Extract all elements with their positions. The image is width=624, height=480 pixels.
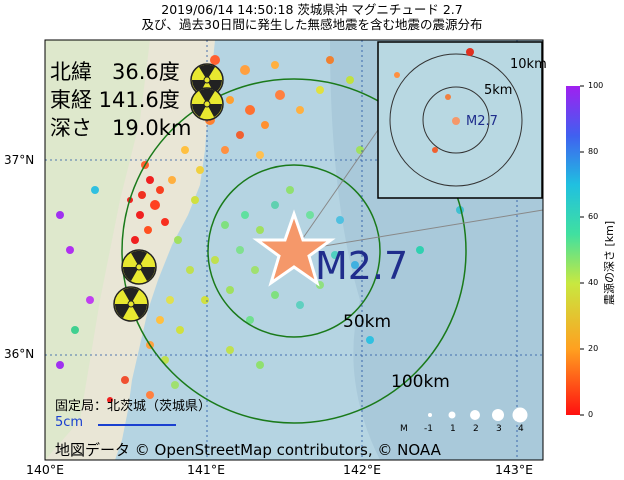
colorbar-tick-40: 40 <box>588 278 599 287</box>
inset-ring-label-5km: 5km <box>484 83 513 98</box>
lat-label-37n: 37°N <box>4 153 35 167</box>
longitude-readout: 東経 141.6度 <box>50 88 180 112</box>
latitude-readout: 北緯 36.6度 <box>50 60 180 84</box>
colorbar-tick-60: 60 <box>588 212 599 221</box>
inset-map <box>377 41 543 199</box>
depth-colorbar <box>566 86 580 415</box>
lon-label-140e: 140°E <box>26 462 65 477</box>
colorbar-title: 震源の深さ [km] <box>603 220 616 305</box>
attribution: 地図データ © OpenStreetMap contributors, © NO… <box>55 441 441 459</box>
scale-bar-label: 5cm <box>55 415 84 430</box>
ring-label-50km: 50km <box>343 312 392 332</box>
nuclear-plant-icon <box>113 286 149 322</box>
colorbar-ticks <box>580 85 584 416</box>
inset-magnitude-label: M2.7 <box>466 114 498 129</box>
station-label: 固定局：北茨城（茨城県） <box>55 399 212 414</box>
magnitude-legend-value: 1 <box>450 424 456 434</box>
colorbar-tick-0: 0 <box>588 410 594 419</box>
colorbar-tick-20: 20 <box>588 344 599 353</box>
magnitude-legend-markers <box>428 407 528 423</box>
map-title-line2: 及び、過去30日間に発生した無感地震を含む地震の震源分布 <box>141 17 483 32</box>
nuclear-plant-icon <box>121 249 157 285</box>
colorbar-tick-100: 100 <box>588 81 604 90</box>
lat-label-36n: 36°N <box>4 347 35 361</box>
magnitude-legend-value: 2 <box>473 424 479 434</box>
map-frame <box>44 39 544 461</box>
ring-100km <box>121 78 467 424</box>
lon-label-143e: 143°E <box>495 462 534 477</box>
inset-pointer-line <box>293 209 543 252</box>
lon-label-141e: 141°E <box>187 462 226 477</box>
epicenter-star-icon <box>252 209 336 287</box>
magnitude-label: M2.7 <box>315 244 409 288</box>
colorbar-tick-80: 80 <box>588 147 599 156</box>
inset-ring-label-10km: 10km <box>510 57 547 72</box>
magnitude-legend-value: 4 <box>518 424 524 434</box>
lon-label-142e: 142°E <box>343 462 382 477</box>
inset-pointer-line <box>293 129 379 252</box>
magnitude-legend-value: -1 <box>424 424 433 434</box>
magnitude-legend-label: M <box>400 424 408 434</box>
depth-readout: 深さ 19.0km <box>50 116 192 140</box>
coastal-quake-cluster <box>56 55 354 403</box>
map-title-line1: 2019/06/14 14:50:18 茨城県沖 マグニチュード 2.7 <box>161 2 463 17</box>
ring-label-100km: 100km <box>391 372 450 392</box>
magnitude-legend-value: 3 <box>496 424 502 434</box>
ring-50km <box>207 164 381 338</box>
nuclear-plant-icon <box>190 87 224 121</box>
